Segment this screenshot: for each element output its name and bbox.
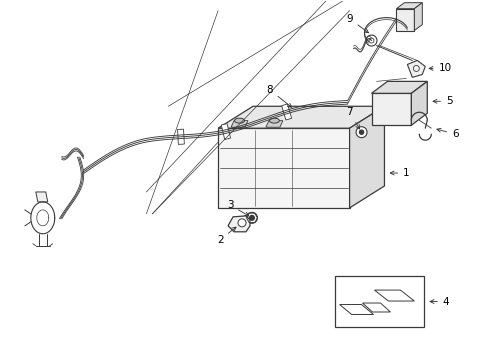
Polygon shape (228, 216, 250, 232)
Text: 10: 10 (429, 63, 452, 73)
Text: 6: 6 (437, 129, 459, 139)
Bar (335, 276, 424, 328)
Circle shape (359, 130, 364, 134)
Text: 1: 1 (390, 168, 410, 178)
Polygon shape (231, 121, 248, 127)
Text: 4: 4 (430, 297, 449, 306)
Polygon shape (396, 9, 415, 31)
Circle shape (246, 212, 257, 223)
Polygon shape (266, 121, 283, 127)
Text: 8: 8 (267, 85, 292, 107)
Polygon shape (221, 123, 231, 140)
Polygon shape (407, 60, 425, 77)
Text: 5: 5 (433, 96, 453, 106)
Polygon shape (282, 104, 292, 120)
Ellipse shape (235, 118, 245, 123)
Polygon shape (36, 192, 48, 202)
Polygon shape (371, 93, 412, 125)
Polygon shape (371, 81, 427, 93)
Circle shape (249, 215, 254, 220)
Circle shape (238, 219, 246, 227)
Ellipse shape (270, 118, 279, 123)
Text: 7: 7 (346, 107, 360, 129)
Polygon shape (177, 129, 184, 144)
Polygon shape (218, 106, 385, 128)
Circle shape (356, 127, 367, 138)
Text: 2: 2 (217, 227, 236, 245)
Polygon shape (396, 3, 422, 9)
Polygon shape (218, 128, 349, 208)
Text: 9: 9 (346, 14, 368, 33)
Polygon shape (415, 3, 422, 31)
Polygon shape (412, 81, 427, 125)
Text: 3: 3 (227, 200, 249, 216)
Polygon shape (349, 106, 385, 208)
